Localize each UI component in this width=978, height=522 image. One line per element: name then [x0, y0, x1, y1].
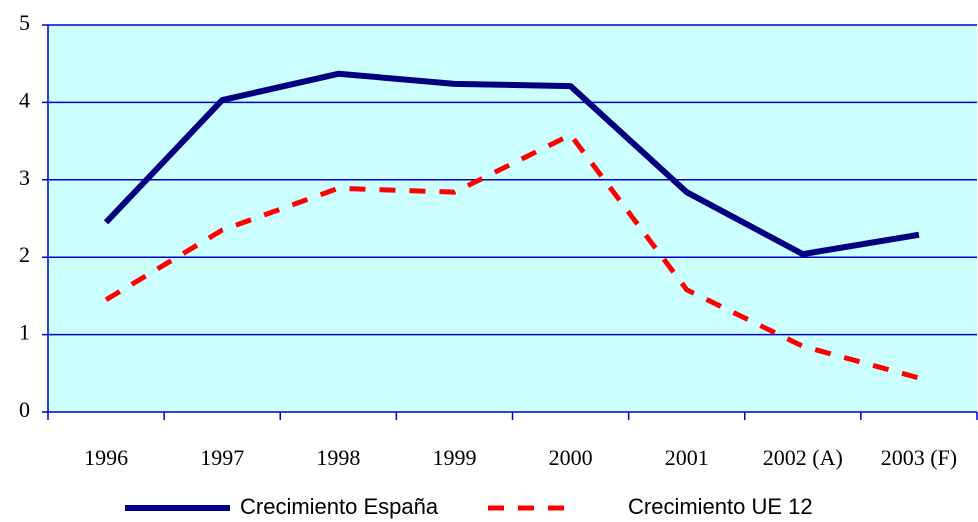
- x-tick-label: 2000: [549, 445, 593, 470]
- y-tick-label: 5: [19, 10, 30, 35]
- y-tick-label: 2: [19, 242, 30, 267]
- x-tick-label: 2003 (F): [881, 445, 957, 470]
- y-tick-label: 0: [19, 397, 30, 422]
- y-tick-label: 1: [19, 320, 30, 345]
- x-tick-label: 1998: [316, 445, 360, 470]
- series-line: [103, 70, 920, 258]
- x-tick-label: 2001: [665, 445, 709, 470]
- x-tick-label: 2002 (A): [763, 445, 843, 470]
- y-tick-label: 4: [19, 87, 30, 112]
- series-line: [104, 132, 920, 381]
- legend-label: Crecimiento UE 12: [628, 494, 813, 519]
- y-tick-label: 3: [19, 165, 30, 190]
- x-tick-label: 1997: [200, 445, 244, 470]
- x-tick-label: 1999: [432, 445, 476, 470]
- plot-area: [48, 25, 977, 412]
- x-tick-label: 1996: [84, 445, 128, 470]
- legend-label: Crecimiento España: [240, 494, 439, 519]
